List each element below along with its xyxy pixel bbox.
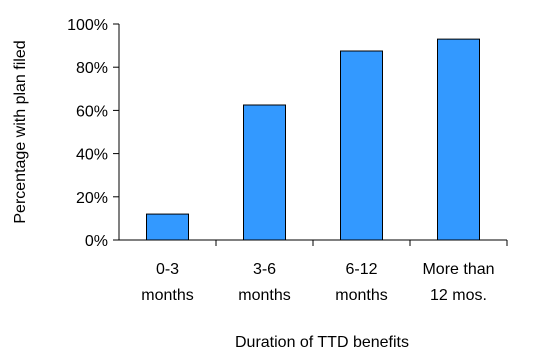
y-axis-title: Percentage with plan filed	[12, 40, 29, 223]
x-tick-label: More than	[422, 261, 494, 278]
bar	[146, 213, 189, 241]
bar	[437, 38, 480, 241]
x-tick-label: 12 mos.	[430, 287, 487, 304]
x-axis: 0-3 months 3-6 months 6-12 months More than 12 …	[119, 239, 508, 304]
x-tick-label: months	[238, 287, 290, 304]
y-tick-label: 60%	[76, 103, 108, 120]
y-tick-label: 40%	[76, 147, 108, 164]
bar	[340, 50, 383, 241]
y-tick-label: 20%	[76, 190, 108, 207]
bar	[243, 104, 286, 241]
x-tick-label: 3-6	[253, 261, 276, 278]
x-tick-label: 0-3	[156, 261, 179, 278]
x-tick-label: 6-12	[345, 261, 377, 278]
y-tick-label: 80%	[76, 60, 108, 77]
y-tick-label: 0%	[85, 233, 108, 250]
y-axis: 0% 20% 40% 60% 80% 100%	[67, 17, 120, 250]
x-tick-label: months	[141, 287, 193, 304]
bars	[146, 38, 480, 241]
x-tick-label: months	[335, 287, 387, 304]
y-tick-label: 100%	[67, 17, 108, 34]
x-axis-title: Duration of TTD benefits	[235, 334, 409, 350]
